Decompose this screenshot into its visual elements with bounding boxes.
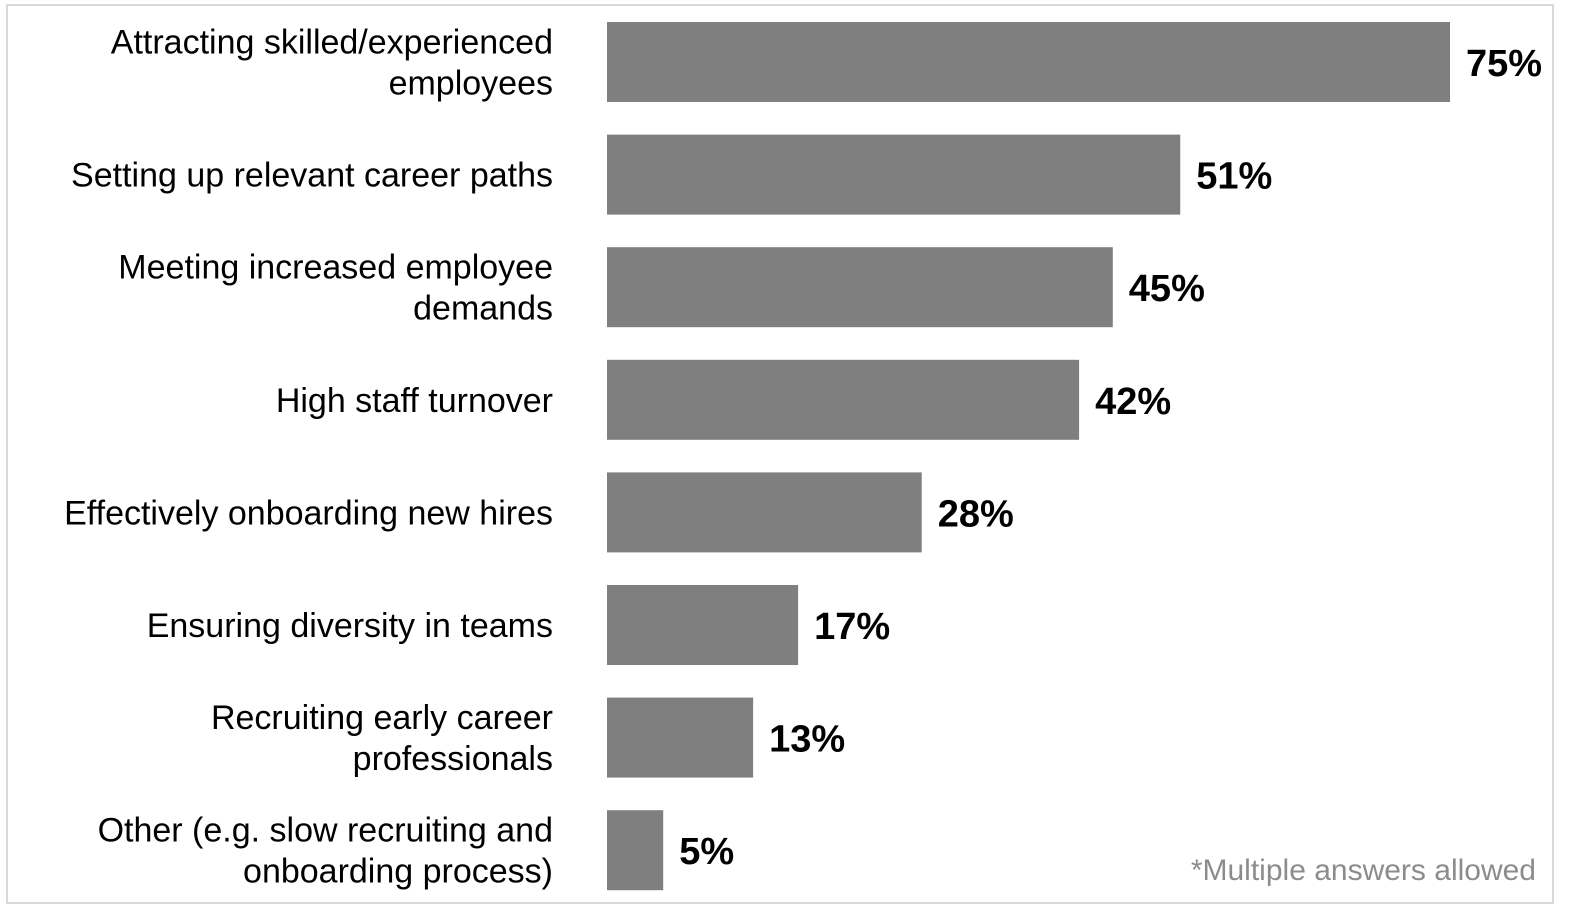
bar-6 — [607, 697, 754, 778]
bar-4 — [607, 472, 922, 553]
category-label-0-line-1: employees — [389, 65, 553, 103]
bar-5 — [607, 585, 799, 665]
bar-2 — [607, 247, 1113, 328]
value-label-4: 28% — [938, 493, 1014, 535]
bar-7 — [607, 810, 664, 891]
value-label-3: 42% — [1095, 381, 1171, 423]
category-label-4: Effectively onboarding new hires — [64, 494, 553, 532]
category-label-7-line-0: Other (e.g. slow recruiting and — [98, 812, 553, 850]
bar-1 — [607, 134, 1181, 215]
category-label-2-line-0: Meeting increased employee — [118, 249, 553, 287]
value-label-2: 45% — [1129, 268, 1205, 310]
bar-0 — [607, 22, 1450, 102]
category-label-6-line-1: professionals — [353, 740, 553, 778]
value-label-7: 5% — [679, 831, 734, 873]
value-label-5: 17% — [814, 606, 890, 648]
category-label-3: High staff turnover — [276, 382, 553, 420]
value-label-0: 75% — [1466, 43, 1542, 85]
category-label-7-line-1: onboarding process) — [243, 853, 553, 891]
category-label-6-line-0: Recruiting early career — [211, 699, 553, 737]
footnote: *Multiple answers allowed — [1190, 854, 1536, 887]
category-label-1: Setting up relevant career paths — [71, 157, 553, 195]
category-label-5: Ensuring diversity in teams — [147, 607, 553, 645]
bar-3 — [607, 359, 1080, 440]
category-label-2-line-1: demands — [413, 290, 553, 328]
category-label-0-line-0: Attracting skilled/experienced — [111, 24, 553, 62]
value-label-6: 13% — [769, 719, 845, 761]
value-label-1: 51% — [1196, 156, 1272, 198]
